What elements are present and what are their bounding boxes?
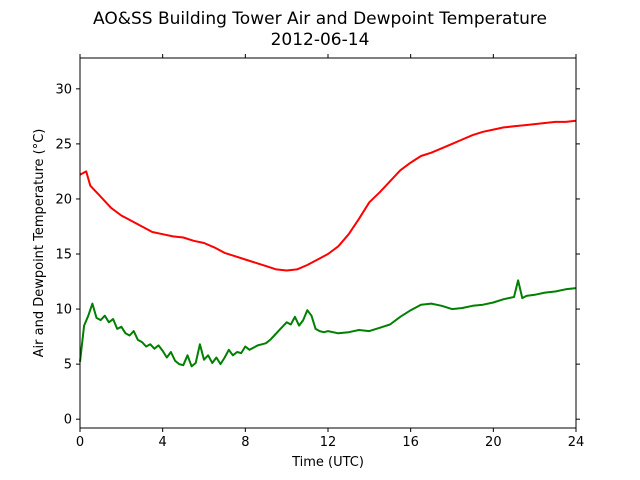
series-layer — [79, 119, 577, 368]
y-tick-label: 5 — [64, 358, 72, 373]
air-temperature-line — [79, 119, 577, 272]
chart-title: AO&SS Building Tower Air and Dewpoint Te… — [93, 9, 547, 29]
y-tick-label: 20 — [55, 192, 72, 207]
x-tick-label: 4 — [159, 435, 167, 450]
y-tick-label: 25 — [55, 137, 72, 152]
y-tick-label: 15 — [55, 248, 72, 263]
x-tick-label: 20 — [485, 435, 502, 450]
x-axis-label: Time (UTC) — [291, 455, 364, 470]
y-tick-label: 30 — [55, 82, 72, 97]
y-tick-label: 10 — [55, 303, 72, 318]
y-tick-label: 0 — [64, 413, 72, 428]
x-tick-label: 12 — [320, 435, 337, 450]
y-axis-label: Air and Dewpoint Temperature (°C) — [32, 129, 47, 358]
x-tick-label: 16 — [402, 435, 419, 450]
x-tick-label: 0 — [76, 435, 84, 450]
ticks-layer: 0 4 8 12 16 20 24 0 5 10 15 20 25 30 — [55, 54, 584, 450]
x-tick-label: 24 — [568, 435, 585, 450]
x-tick-label: 8 — [241, 435, 249, 450]
dewpoint-temperature-line — [79, 279, 577, 368]
chart-subtitle: 2012-06-14 — [271, 30, 370, 50]
